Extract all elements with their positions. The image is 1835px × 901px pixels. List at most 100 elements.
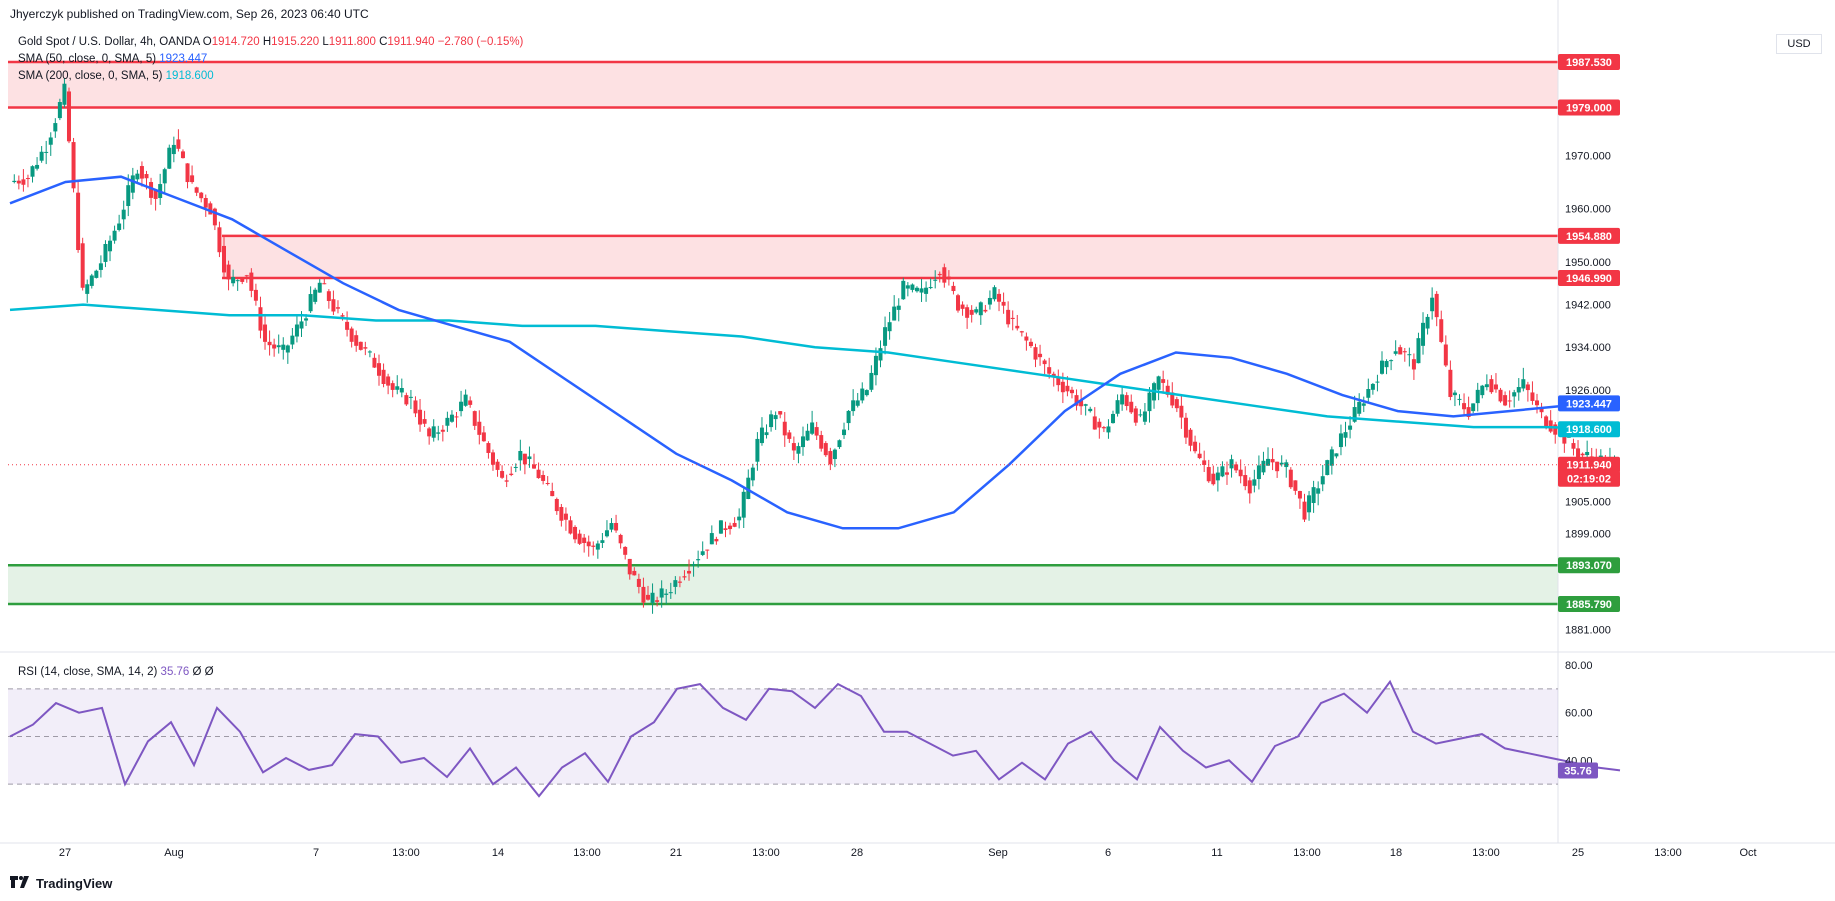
candle-body <box>1079 400 1084 407</box>
candle-body <box>1202 460 1207 465</box>
candle-body <box>914 287 919 292</box>
candle-body <box>30 166 35 177</box>
candle-body <box>294 324 299 337</box>
price-tick-label: 1899.000 <box>1565 529 1611 541</box>
candle-body <box>249 272 254 291</box>
candle-body <box>299 321 304 329</box>
currency-button[interactable]: USD <box>1776 34 1822 54</box>
price-label-support: 1885.790 <box>1566 599 1612 611</box>
candle-body <box>1316 488 1321 494</box>
candle-body <box>372 357 377 368</box>
candle-body <box>664 593 669 595</box>
candle-body <box>139 166 144 179</box>
candle-body <box>728 525 733 530</box>
candle-body <box>231 277 236 284</box>
candle-body <box>395 386 400 390</box>
candle-body <box>1088 408 1093 412</box>
candle-body <box>490 452 495 465</box>
candle-body <box>545 483 550 485</box>
candle-body <box>1348 425 1353 430</box>
time-tick-label: 21 <box>670 847 682 859</box>
candle-body <box>281 344 286 350</box>
price-label-resistance: 1979.000 <box>1566 102 1612 114</box>
candle-body <box>787 432 792 439</box>
sma200-row[interactable]: SMA (200, close, 0, SMA, 5) 1918.600 <box>18 68 523 85</box>
candle-body <box>176 139 181 149</box>
candle-body <box>1215 472 1220 481</box>
candle-body <box>1307 495 1312 513</box>
candle-body <box>700 551 705 555</box>
candle-body <box>791 443 796 451</box>
footer-brand[interactable]: TradingView <box>36 876 113 891</box>
candle-body <box>541 475 546 481</box>
price-label-box-resistance <box>1558 269 1620 286</box>
candle-body <box>896 305 901 310</box>
candle-body <box>98 263 103 270</box>
sma50-label[interactable]: SMA (50, close, 0, SMA, 5) <box>18 53 157 65</box>
high-value: 1915.220 <box>271 36 320 48</box>
time-tick-label: 27 <box>59 847 71 859</box>
time-tick-label: 13:00 <box>1472 847 1500 859</box>
candle-body <box>1366 389 1371 398</box>
candle-body <box>304 318 309 321</box>
footer[interactable]: TradingView <box>10 876 112 891</box>
symbol-name[interactable]: Gold Spot / U.S. Dollar, 4h, OANDA <box>18 36 200 48</box>
candle-body <box>317 282 322 293</box>
candle-body <box>1238 469 1243 477</box>
time-tick-label: 7 <box>313 847 319 859</box>
candle-body <box>481 432 486 442</box>
candle-body <box>997 293 1002 302</box>
candle-body <box>1425 316 1430 329</box>
candle-body <box>1580 453 1585 456</box>
sma200-label[interactable]: SMA (200, close, 0, SMA, 5) <box>18 70 163 82</box>
time-tick-label: 13:00 <box>1293 847 1321 859</box>
candle-body <box>828 451 833 465</box>
candle-body <box>946 276 951 280</box>
rsi-label[interactable]: RSI (14, close, SMA, 14, 2) <box>18 666 158 678</box>
candle-body <box>203 198 208 208</box>
candle-body <box>937 273 942 276</box>
candle-body <box>851 400 856 412</box>
candle-body <box>1466 407 1471 417</box>
symbol-row[interactable]: Gold Spot / U.S. Dollar, 4h, OANDA O1914… <box>18 34 523 51</box>
candle-body <box>1106 426 1111 433</box>
candle-body <box>208 203 213 215</box>
candle-body <box>513 466 518 468</box>
price-label-sma200: 1918.600 <box>1566 424 1612 436</box>
time-tick-label: 13:00 <box>392 847 420 859</box>
candle-body <box>354 335 359 346</box>
candle-body <box>1393 351 1398 354</box>
candle-body <box>1334 453 1339 457</box>
candle-body <box>892 306 897 321</box>
candle-body <box>1302 501 1307 520</box>
price-label-box-resistance <box>1558 99 1620 116</box>
candle-body <box>313 289 318 302</box>
candle-body <box>1370 383 1375 390</box>
candle-body <box>103 244 108 262</box>
candle-body <box>1516 387 1521 393</box>
candle-body <box>1357 401 1362 414</box>
sma50-row[interactable]: SMA (50, close, 0, SMA, 5) 1923.447 <box>18 51 523 68</box>
candle-body <box>12 180 17 183</box>
candle-body <box>1042 360 1047 365</box>
price-label-countdown: 02:19:02 <box>1567 474 1611 486</box>
time-tick-label: Aug <box>164 847 184 859</box>
change-value: −2.780 (−0.15%) <box>437 36 524 48</box>
candle-body <box>978 302 983 316</box>
candle-body <box>942 267 947 283</box>
candle-body <box>764 432 769 436</box>
candles-layer <box>12 78 1617 614</box>
candle-body <box>226 264 231 280</box>
time-tick-label: 11 <box>1211 847 1222 859</box>
candle-body <box>244 275 249 277</box>
candle-body <box>1571 443 1576 449</box>
price-tick-label: 1926.000 <box>1565 385 1611 397</box>
candle-body <box>180 151 185 159</box>
candle-body <box>1170 392 1175 406</box>
candle-body <box>855 400 860 406</box>
candle-body <box>1133 408 1138 423</box>
candle-body <box>1288 469 1293 488</box>
lines-layer <box>8 175 1621 530</box>
rsi-legend[interactable]: RSI (14, close, SMA, 14, 2) 35.76 Ø Ø <box>18 666 214 678</box>
